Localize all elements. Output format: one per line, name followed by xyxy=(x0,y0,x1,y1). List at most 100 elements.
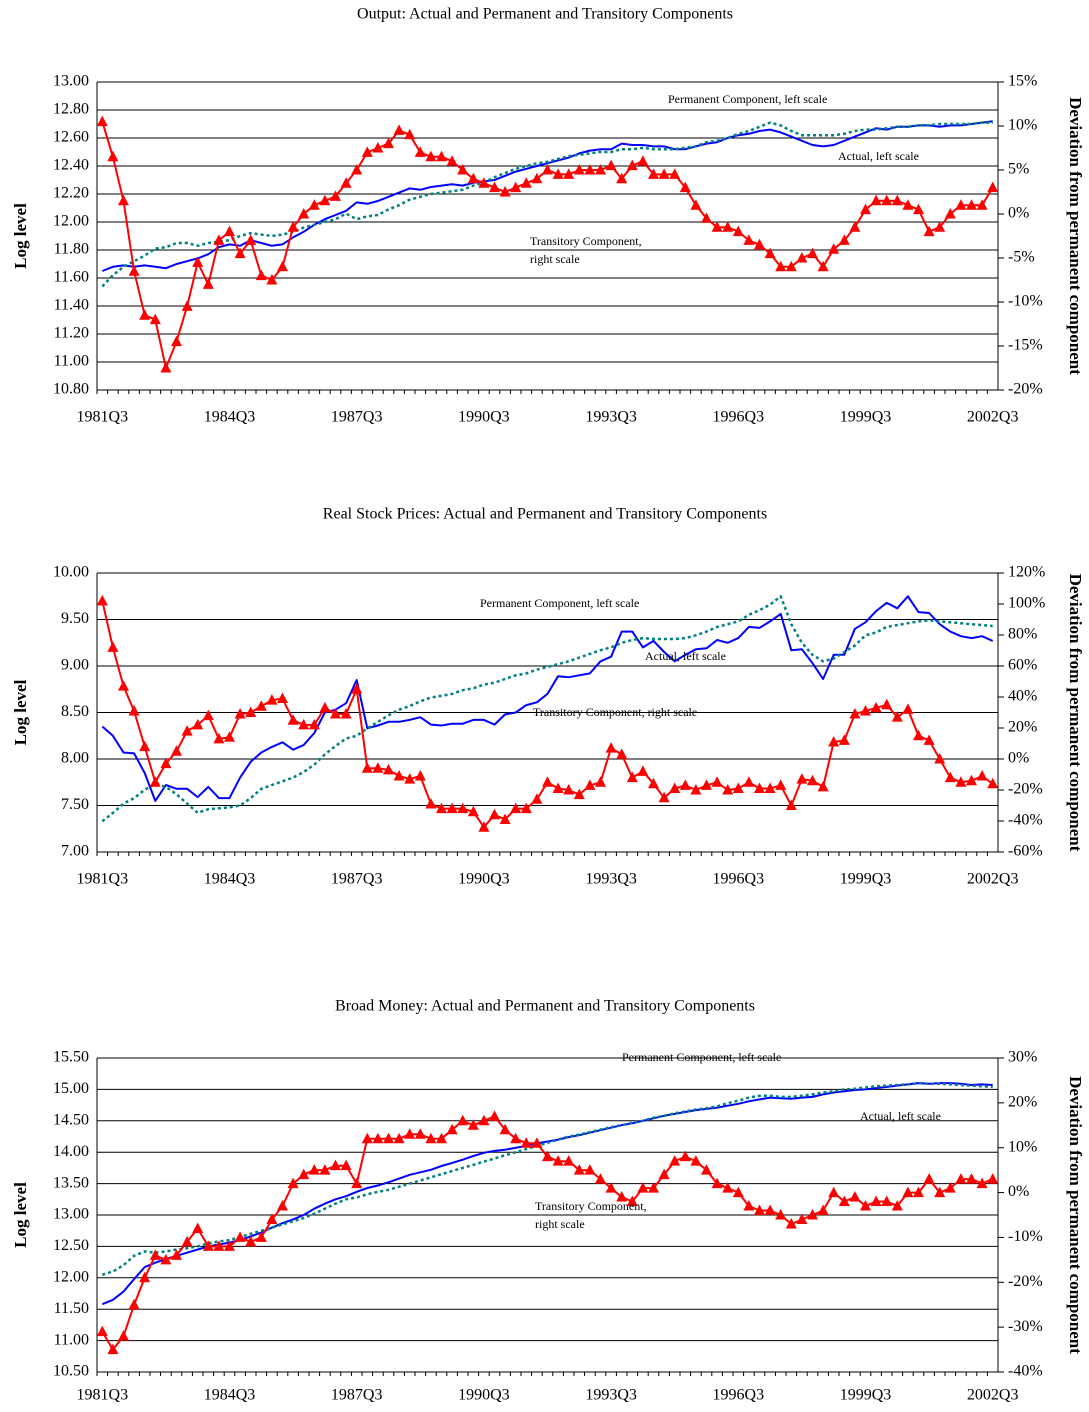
y-axis-label: Log level xyxy=(11,679,30,745)
data-marker xyxy=(817,260,829,272)
data-marker xyxy=(870,194,882,206)
data-marker xyxy=(966,774,977,786)
y2-tick-label: -20% xyxy=(1008,1273,1043,1290)
data-marker xyxy=(775,260,787,272)
y2-tick-label: 40% xyxy=(1008,688,1037,705)
data-marker xyxy=(785,260,797,272)
data-marker xyxy=(436,802,447,814)
data-marker xyxy=(891,711,903,722)
data-marker xyxy=(923,1173,935,1184)
data-marker xyxy=(648,168,659,179)
data-marker xyxy=(552,168,564,179)
data-marker xyxy=(722,784,734,795)
data-marker xyxy=(966,1173,977,1184)
data-marker xyxy=(679,779,691,790)
data-marker xyxy=(330,1159,341,1171)
data-marker xyxy=(531,793,543,804)
data-marker xyxy=(828,243,840,254)
annotation: Permanent Component, left scale xyxy=(668,92,827,106)
data-marker xyxy=(107,150,119,162)
y2-tick-label: 30% xyxy=(1008,1049,1037,1066)
data-marker xyxy=(383,1132,394,1144)
data-marker xyxy=(404,1128,416,1139)
data-marker xyxy=(849,221,861,232)
data-marker xyxy=(934,221,946,232)
data-marker xyxy=(976,1177,988,1189)
y2-tick-label: -10% xyxy=(1008,1228,1043,1245)
y2-tick-label: 0% xyxy=(1008,750,1029,767)
data-marker xyxy=(181,725,193,736)
data-marker xyxy=(690,784,702,795)
data-marker xyxy=(775,779,787,790)
series-line xyxy=(101,595,993,823)
data-marker xyxy=(287,714,299,725)
y2-tick-label: 5% xyxy=(1008,161,1029,178)
data-marker xyxy=(796,1213,808,1224)
data-marker xyxy=(616,1191,628,1202)
data-marker xyxy=(923,734,935,745)
data-marker xyxy=(669,168,681,179)
y-tick-label: 12.50 xyxy=(53,1237,89,1254)
data-marker xyxy=(542,1150,553,1162)
data-marker xyxy=(626,159,638,171)
data-marker xyxy=(372,1132,384,1144)
annotation: Permanent Component, left scale xyxy=(480,596,639,610)
x-tick-label: 1987Q3 xyxy=(331,871,383,888)
data-marker xyxy=(637,155,649,166)
data-marker xyxy=(96,115,108,127)
data-marker xyxy=(520,802,532,814)
y2-tick-label: -40% xyxy=(1008,1363,1043,1380)
y2-tick-label: -30% xyxy=(1008,1318,1043,1335)
y2-tick-label: 20% xyxy=(1008,1094,1037,1111)
data-marker xyxy=(860,203,871,215)
y-tick-label: 12.20 xyxy=(53,185,89,202)
data-marker xyxy=(340,708,352,719)
data-marker xyxy=(913,729,924,741)
data-marker xyxy=(637,765,649,776)
y2-tick-label: 60% xyxy=(1008,657,1037,674)
data-marker xyxy=(489,808,500,820)
data-marker xyxy=(573,788,585,800)
data-marker xyxy=(605,1182,617,1193)
data-marker xyxy=(510,181,522,193)
data-marker xyxy=(277,260,288,272)
data-marker xyxy=(298,208,310,219)
data-marker xyxy=(213,1240,225,1251)
x-tick-label: 1984Q3 xyxy=(204,1387,256,1404)
data-marker xyxy=(192,718,204,730)
data-marker xyxy=(881,698,893,710)
data-marker xyxy=(425,1132,437,1144)
data-marker xyxy=(520,177,532,188)
data-marker xyxy=(955,1173,967,1184)
data-marker xyxy=(234,708,246,719)
y2-tick-label: 120% xyxy=(1008,564,1045,581)
data-marker xyxy=(478,821,490,832)
data-marker xyxy=(330,190,341,201)
data-marker xyxy=(584,779,596,790)
y2-tick-label: 20% xyxy=(1008,719,1037,736)
data-marker xyxy=(658,168,670,179)
data-marker xyxy=(383,763,394,775)
data-marker xyxy=(457,802,469,814)
data-marker xyxy=(711,1177,723,1189)
data-marker xyxy=(796,773,808,784)
data-marker xyxy=(171,745,182,756)
data-marker xyxy=(902,1186,914,1198)
data-marker xyxy=(563,784,575,795)
data-marker xyxy=(838,234,850,245)
data-marker xyxy=(149,1249,161,1260)
data-marker xyxy=(457,1114,469,1126)
data-marker xyxy=(361,762,373,773)
y-tick-label: 7.50 xyxy=(61,796,89,813)
data-marker xyxy=(966,199,977,210)
data-marker xyxy=(595,776,606,787)
data-marker xyxy=(542,776,553,787)
annotation: Actual, left scale xyxy=(860,1109,941,1123)
y-tick-label: 13.00 xyxy=(53,73,89,90)
data-marker xyxy=(393,124,405,135)
x-tick-label: 1996Q3 xyxy=(713,871,765,888)
data-marker xyxy=(478,1114,490,1126)
data-marker xyxy=(425,797,437,809)
data-marker xyxy=(605,159,617,171)
data-marker xyxy=(934,1186,946,1198)
